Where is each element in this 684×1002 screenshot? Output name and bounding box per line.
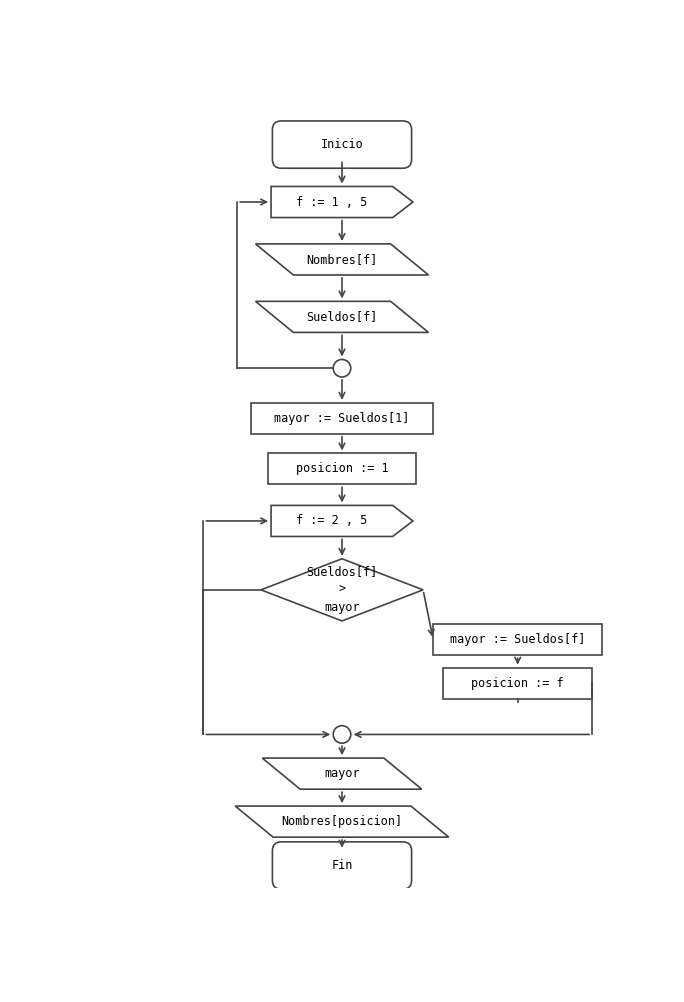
Bar — [433, 624, 602, 655]
Text: mayor := Sueldos[f]: mayor := Sueldos[f] — [450, 633, 586, 646]
Text: posicion := f: posicion := f — [471, 676, 564, 689]
Bar — [443, 667, 592, 698]
Bar — [251, 403, 433, 434]
Circle shape — [333, 360, 351, 377]
Polygon shape — [261, 559, 423, 621]
Polygon shape — [256, 302, 428, 333]
Text: mayor: mayor — [324, 768, 360, 781]
Polygon shape — [271, 505, 413, 536]
Text: mayor := Sueldos[1]: mayor := Sueldos[1] — [274, 412, 410, 425]
Polygon shape — [262, 759, 422, 790]
Text: Sueldos[f]
>
mayor: Sueldos[f] > mayor — [306, 565, 378, 614]
Polygon shape — [271, 186, 413, 217]
Circle shape — [333, 725, 351, 743]
Bar — [267, 453, 417, 484]
Text: Nombres[f]: Nombres[f] — [306, 253, 378, 266]
Text: Nombres[posicion]: Nombres[posicion] — [281, 815, 403, 828]
Text: f := 2 , 5: f := 2 , 5 — [296, 514, 367, 527]
Text: Sueldos[f]: Sueldos[f] — [306, 311, 378, 324]
Text: Fin: Fin — [331, 859, 353, 872]
Polygon shape — [256, 243, 428, 275]
FancyBboxPatch shape — [272, 842, 412, 889]
Text: Inicio: Inicio — [321, 138, 363, 151]
FancyBboxPatch shape — [272, 121, 412, 168]
Polygon shape — [235, 806, 449, 837]
Text: posicion := 1: posicion := 1 — [295, 462, 389, 475]
Text: f := 1 , 5: f := 1 , 5 — [296, 195, 367, 208]
